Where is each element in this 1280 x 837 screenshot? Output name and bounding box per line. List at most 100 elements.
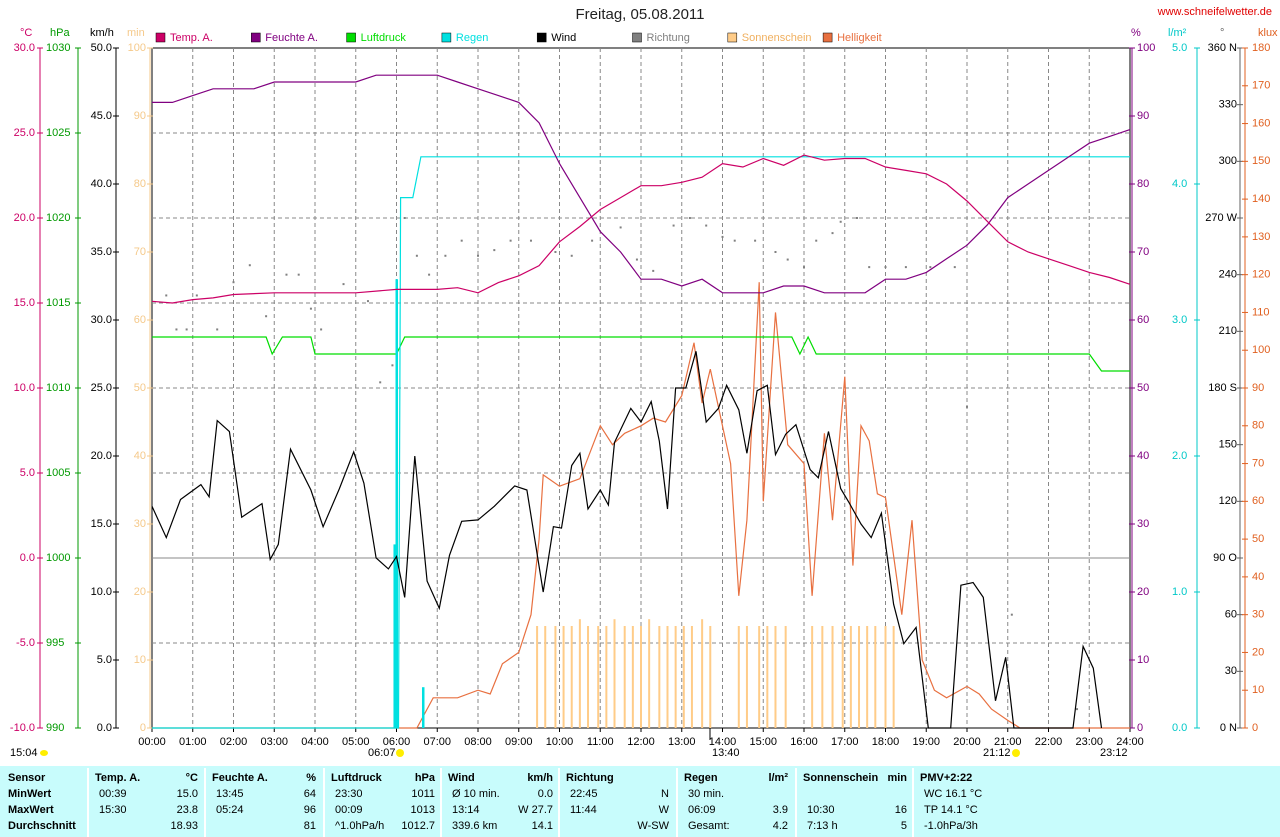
direction-dot bbox=[904, 266, 907, 269]
direction-dot bbox=[591, 239, 594, 242]
x-tick-label: 13:00 bbox=[668, 736, 696, 748]
axis-unit: l/m² bbox=[1168, 27, 1187, 39]
sunshine-bar bbox=[709, 626, 712, 728]
y-tick-label: 110 bbox=[1252, 306, 1270, 318]
y-tick-label: 60 bbox=[1137, 314, 1149, 326]
table-cell: W bbox=[659, 804, 670, 816]
x-tick-label: 09:00 bbox=[505, 736, 533, 748]
direction-dot bbox=[855, 217, 858, 219]
direction-dot bbox=[652, 269, 655, 272]
table-header: Regen bbox=[684, 772, 718, 784]
legend-label: Richtung bbox=[647, 32, 690, 44]
table-cell: 3.9 bbox=[773, 804, 788, 816]
x-tick-label: 23:00 bbox=[1075, 736, 1103, 748]
y-tick-label: 1010 bbox=[46, 382, 70, 394]
site-name: www.schneifelwetter.de bbox=[1157, 6, 1272, 18]
direction-dot bbox=[379, 381, 382, 384]
sunshine-bar bbox=[737, 626, 740, 728]
x-tick-label: 05:00 bbox=[342, 736, 370, 748]
direction-dot bbox=[754, 239, 757, 242]
direction-dot bbox=[774, 251, 777, 253]
x-tick-label: 15:00 bbox=[749, 736, 777, 748]
table-unit: km/h bbox=[527, 772, 553, 784]
table-cell: 10:30 bbox=[807, 804, 835, 816]
axis-unit: ° bbox=[1220, 27, 1224, 39]
y-tick-label: 20 bbox=[1252, 646, 1264, 658]
legend-label: Wind bbox=[551, 32, 576, 44]
table-cell: 23:30 bbox=[335, 788, 363, 800]
table-cell: TP 14.1 °C bbox=[924, 804, 978, 816]
x-tick-label: 03:00 bbox=[260, 736, 288, 748]
direction-dot bbox=[216, 328, 219, 331]
y-tick-label: -5.0 bbox=[16, 637, 35, 649]
table-cell: ^1.0hPa/h bbox=[335, 820, 384, 832]
table-cell: 22:45 bbox=[570, 788, 598, 800]
y-tick-label: 10.0 bbox=[91, 586, 112, 598]
direction-dot bbox=[815, 239, 818, 242]
direction-dot bbox=[619, 226, 622, 229]
y-tick-label: 100 bbox=[1252, 344, 1270, 356]
sunshine-bar bbox=[536, 626, 539, 728]
direction-dot bbox=[929, 266, 932, 269]
table-unit: l/m² bbox=[768, 772, 788, 784]
y-tick-label: 0.0 bbox=[1172, 722, 1187, 734]
sunshine-bar bbox=[631, 626, 634, 728]
table-cell: 15:30 bbox=[99, 804, 127, 816]
direction-dot bbox=[175, 328, 178, 331]
sunshine-bar bbox=[562, 626, 565, 728]
y-tick-label: 4.0 bbox=[1172, 178, 1187, 190]
y-tick-label: 30.0 bbox=[14, 42, 35, 54]
y-tick-label: 70 bbox=[134, 246, 146, 258]
series-line bbox=[152, 282, 1130, 729]
y-tick-label: 140 bbox=[1252, 193, 1270, 205]
x-tick-label: 00:00 bbox=[138, 736, 166, 748]
x-tick-label: 11:00 bbox=[587, 736, 614, 748]
y-tick-label: 60 bbox=[1225, 609, 1237, 621]
y-tick-label: 35.0 bbox=[91, 246, 112, 258]
sunrise: 06:07 bbox=[368, 747, 396, 759]
sunshine-bar bbox=[613, 619, 616, 728]
y-tick-label: 50.0 bbox=[91, 42, 112, 54]
y-tick-label: 1025 bbox=[46, 127, 70, 139]
y-tick-label: 40 bbox=[1137, 450, 1149, 462]
table-cell: 4.2 bbox=[773, 820, 788, 832]
y-tick-label: 25.0 bbox=[91, 382, 112, 394]
table-cell: Gesamt: bbox=[688, 820, 730, 832]
table-background bbox=[0, 766, 1280, 837]
sunshine-bar bbox=[874, 626, 877, 728]
y-tick-label: 10 bbox=[134, 654, 146, 666]
sunshine-bar bbox=[745, 626, 748, 728]
series-line bbox=[151, 351, 1103, 729]
rain-spike bbox=[393, 544, 396, 728]
table-cell: 64 bbox=[304, 788, 316, 800]
y-tick-label: 1030 bbox=[46, 42, 70, 54]
y-tick-label: 330 bbox=[1219, 99, 1237, 111]
axis-unit: km/h bbox=[90, 27, 114, 39]
table-header: Feuchte A. bbox=[212, 772, 268, 784]
x-tick-label: 07:00 bbox=[423, 736, 451, 748]
axis-unit: klux bbox=[1258, 27, 1278, 39]
y-tick-label: 5.0 bbox=[1172, 42, 1187, 54]
direction-dot bbox=[1076, 708, 1079, 711]
x-tick-label: 16:00 bbox=[790, 736, 818, 748]
direction-dot bbox=[444, 254, 447, 257]
table-header: Richtung bbox=[566, 772, 614, 784]
direction-dot bbox=[285, 273, 288, 276]
table-cell: 18.93 bbox=[170, 820, 198, 832]
x-tick-label: 01:00 bbox=[179, 736, 207, 748]
y-tick-label: 270 W bbox=[1205, 212, 1237, 224]
legend-swatch bbox=[251, 32, 261, 43]
table-cell: 06:09 bbox=[688, 804, 716, 816]
direction-dot bbox=[529, 239, 532, 242]
table-cell: 30 min. bbox=[688, 788, 724, 800]
x-tick-label: 18:00 bbox=[872, 736, 900, 748]
chart-title: Freitag, 05.08.2011 bbox=[576, 6, 705, 23]
x-tick-label: 10:00 bbox=[546, 736, 574, 748]
rain-spike bbox=[395, 279, 398, 728]
y-tick-label: 210 bbox=[1219, 325, 1237, 337]
table-header: Luftdruck bbox=[331, 772, 383, 784]
direction-dot bbox=[165, 294, 168, 297]
legend-label: Regen bbox=[456, 32, 488, 44]
sunshine-bar bbox=[831, 626, 834, 728]
table-header: Wind bbox=[448, 772, 475, 784]
